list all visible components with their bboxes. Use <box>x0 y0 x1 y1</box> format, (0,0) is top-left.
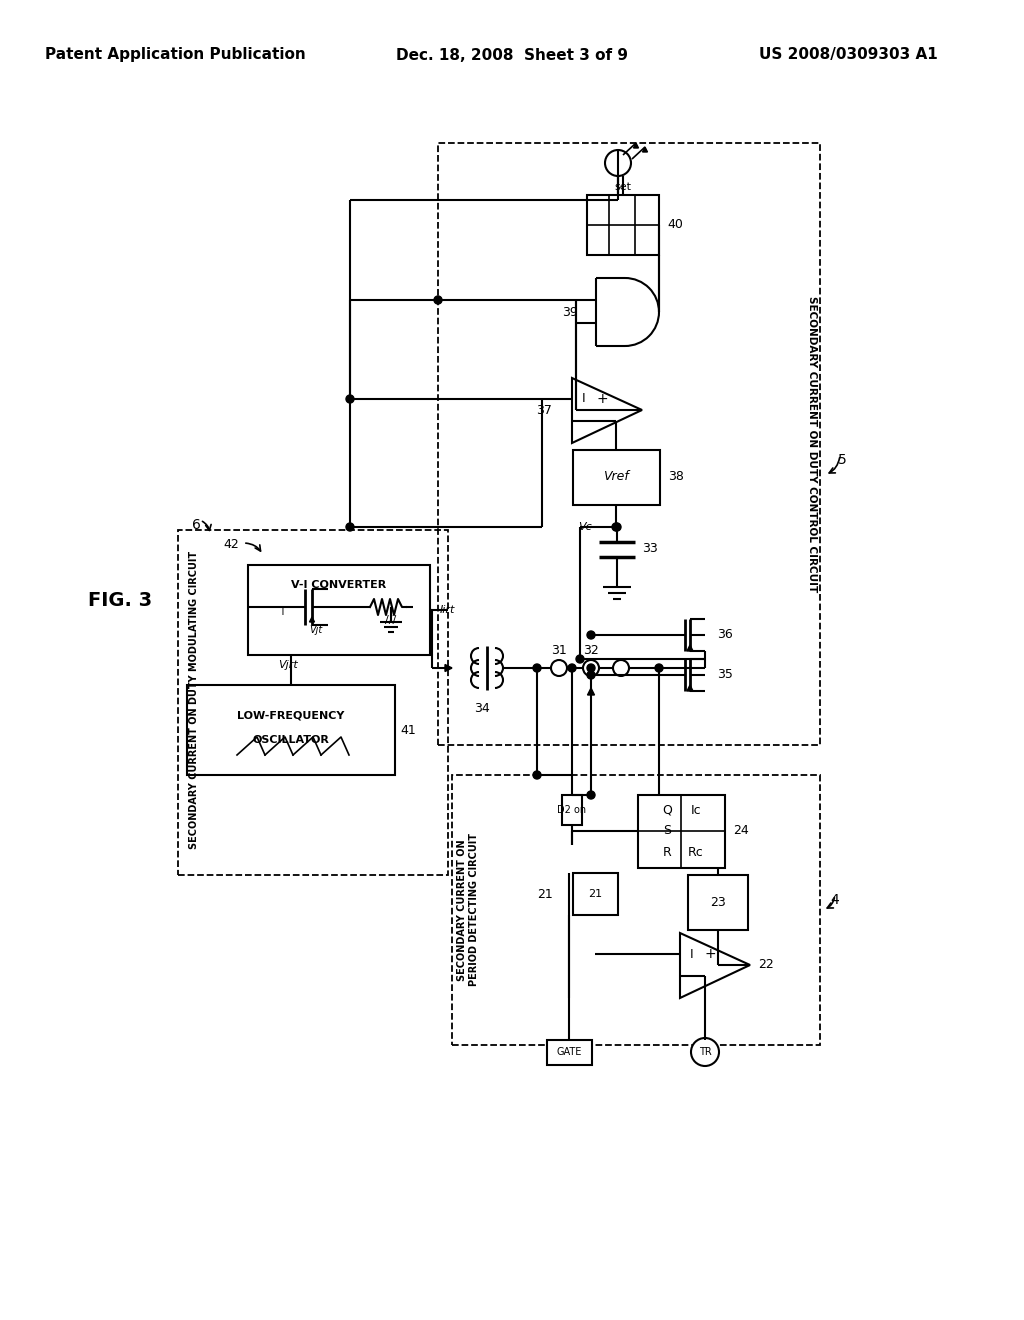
Text: 40: 40 <box>667 219 683 231</box>
Text: SECONDARY CURRENT ON DUTY CONTROL CIRCUIT: SECONDARY CURRENT ON DUTY CONTROL CIRCUI… <box>807 296 817 593</box>
Bar <box>452 775 820 1045</box>
Text: Iirt: Iirt <box>440 605 456 615</box>
Text: Ic: Ic <box>690 804 701 817</box>
Polygon shape <box>687 645 693 651</box>
Text: 36: 36 <box>717 628 733 642</box>
Circle shape <box>346 395 354 403</box>
Circle shape <box>568 664 575 672</box>
Circle shape <box>613 660 629 676</box>
Text: Vjt: Vjt <box>309 624 323 635</box>
Text: 37: 37 <box>537 404 552 417</box>
Circle shape <box>691 1038 719 1067</box>
Text: TR: TR <box>698 1047 712 1057</box>
Text: Rc: Rc <box>688 846 703 859</box>
Bar <box>573 450 660 506</box>
Text: 42: 42 <box>223 539 239 552</box>
Circle shape <box>587 631 595 639</box>
Polygon shape <box>445 664 452 672</box>
Text: 21: 21 <box>588 888 602 899</box>
Text: 32: 32 <box>583 644 599 656</box>
Text: Dec. 18, 2008  Sheet 3 of 9: Dec. 18, 2008 Sheet 3 of 9 <box>396 48 628 62</box>
Text: Vjrt: Vjrt <box>279 660 298 671</box>
Text: US 2008/0309303 A1: US 2008/0309303 A1 <box>759 48 937 62</box>
Text: 35: 35 <box>717 668 733 681</box>
Bar <box>587 195 659 255</box>
Text: R: R <box>663 846 672 859</box>
Circle shape <box>613 523 621 531</box>
Text: OSCILLATOR: OSCILLATOR <box>253 735 330 744</box>
Text: +: + <box>596 392 608 407</box>
Polygon shape <box>309 616 314 622</box>
Text: FIG. 3: FIG. 3 <box>88 590 152 610</box>
Bar <box>178 531 449 875</box>
Text: +: + <box>705 946 716 961</box>
Bar <box>547 1040 592 1065</box>
Text: 21: 21 <box>538 887 553 900</box>
Text: I: I <box>690 948 694 961</box>
Circle shape <box>655 664 663 672</box>
Text: 33: 33 <box>642 543 657 556</box>
Circle shape <box>605 150 631 176</box>
Circle shape <box>575 655 584 663</box>
Text: 38: 38 <box>668 470 684 483</box>
Polygon shape <box>588 688 595 696</box>
Text: Vref: Vref <box>603 470 629 483</box>
Text: 4: 4 <box>830 894 839 907</box>
Text: 24: 24 <box>733 825 749 837</box>
Text: 6: 6 <box>191 517 201 532</box>
Bar <box>562 795 582 825</box>
Bar <box>638 795 725 869</box>
Circle shape <box>587 664 595 672</box>
Bar <box>248 565 430 655</box>
Circle shape <box>534 771 541 779</box>
Text: ///: /// <box>385 615 396 624</box>
Circle shape <box>534 664 541 672</box>
Circle shape <box>434 296 442 304</box>
Circle shape <box>346 523 354 531</box>
Text: S: S <box>663 825 671 837</box>
Text: 39: 39 <box>562 305 578 318</box>
Text: 34: 34 <box>474 701 489 714</box>
Text: SECONDARY CURRENT ON
PERIOD DETECTING CIRCUIT: SECONDARY CURRENT ON PERIOD DETECTING CI… <box>457 833 479 986</box>
Text: GATE: GATE <box>556 1047 582 1057</box>
Bar <box>688 875 748 931</box>
Circle shape <box>612 523 620 531</box>
Text: Q: Q <box>663 804 672 817</box>
Circle shape <box>551 660 567 676</box>
Text: 41: 41 <box>400 723 416 737</box>
Text: Vc: Vc <box>579 521 592 532</box>
Text: 23: 23 <box>710 895 726 908</box>
Text: D2 on: D2 on <box>557 805 587 814</box>
Text: LOW-FREQUENCY: LOW-FREQUENCY <box>238 710 345 719</box>
Bar <box>438 143 820 744</box>
Bar <box>573 873 618 915</box>
Bar <box>187 685 395 775</box>
Text: V-I CONVERTER: V-I CONVERTER <box>292 579 387 590</box>
Text: 31: 31 <box>551 644 567 656</box>
Text: T: T <box>280 607 285 616</box>
Polygon shape <box>642 147 647 152</box>
Text: set: set <box>614 182 632 191</box>
Circle shape <box>587 791 595 799</box>
Circle shape <box>583 660 599 676</box>
Text: 5: 5 <box>838 453 847 467</box>
Text: I: I <box>583 392 586 405</box>
Polygon shape <box>687 685 693 690</box>
Text: Patent Application Publication: Patent Application Publication <box>45 48 305 62</box>
Polygon shape <box>634 143 639 148</box>
Text: SECONDARY CURRENT ON DUTY MODULATING CIRCUIT: SECONDARY CURRENT ON DUTY MODULATING CIR… <box>189 550 199 849</box>
Text: 22: 22 <box>758 958 774 972</box>
Circle shape <box>587 671 595 678</box>
